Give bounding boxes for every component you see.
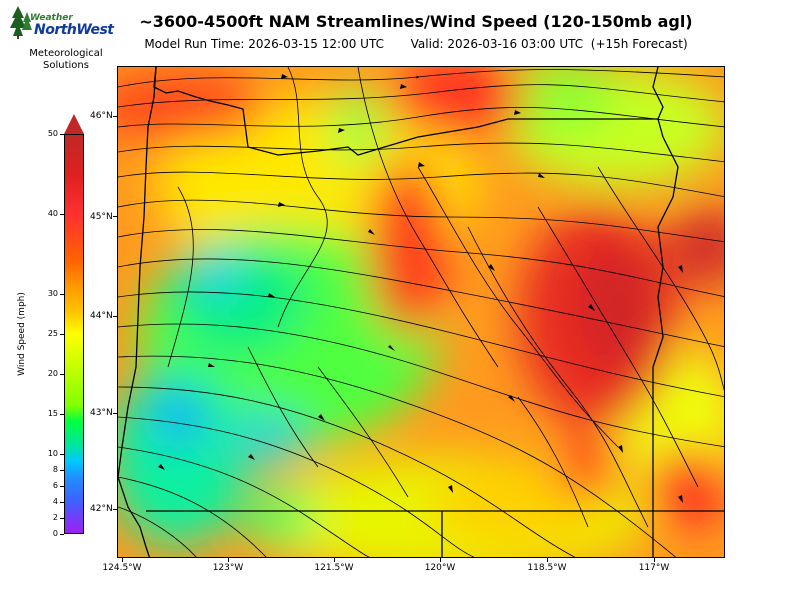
colorbar-extend-arrow <box>64 114 84 134</box>
lon-label: 117°W <box>638 563 670 573</box>
columbia-river-border <box>153 67 664 156</box>
colorbar-tickmark <box>60 414 64 415</box>
colorbar-tick: 2 <box>52 513 58 522</box>
streamlines <box>118 67 724 557</box>
lat-tick <box>113 216 117 217</box>
logo-wordmark: NorthWest <box>34 22 114 38</box>
idaho-border <box>652 118 679 511</box>
coastline <box>118 67 157 478</box>
lon-tick <box>547 558 548 562</box>
colorbar-tick: 4 <box>52 497 58 506</box>
lon-tick <box>122 558 123 562</box>
colorbar-tick: 8 <box>52 465 58 474</box>
lat-tick <box>113 413 117 414</box>
colorbar-tickmark <box>60 470 64 471</box>
lat-label: 44°N <box>90 311 113 321</box>
lat-tick <box>113 316 117 317</box>
coastline-south <box>118 476 151 557</box>
colorbar-tickmark <box>60 374 64 375</box>
colorbar-tickmark <box>60 214 64 215</box>
wind-speed-map <box>117 66 725 558</box>
lon-tick <box>228 558 229 562</box>
colorbar-tickmark <box>60 534 64 535</box>
lon-label: 118.5°W <box>527 563 567 573</box>
lat-tick <box>113 116 117 117</box>
lon-label: 123°W <box>212 563 244 573</box>
colorbar-tick: 6 <box>52 481 58 490</box>
colorbar-tickmark <box>60 502 64 503</box>
lon-label: 120°W <box>424 563 456 573</box>
colorbar-tick: 30 <box>47 289 58 298</box>
lat-tick <box>113 509 117 510</box>
lat-label: 43°N <box>90 408 113 418</box>
logo-subtitle-line2: Solutions <box>43 60 89 71</box>
evergreen-trees-icon <box>10 6 32 39</box>
colorbar-tickmark <box>60 294 64 295</box>
map-title: ~3600-4500ft NAM Streamlines/Wind Speed … <box>139 12 693 31</box>
lon-label: 121.5°W <box>314 563 354 573</box>
colorbar-tick: 10 <box>47 449 58 458</box>
colorbar-tick: 20 <box>47 369 58 378</box>
colorbar-tickmark <box>60 518 64 519</box>
colorbar-tickmark <box>60 334 64 335</box>
colorbar-tickmark <box>60 454 64 455</box>
lon-tick <box>440 558 441 562</box>
lat-label: 42°N <box>90 504 113 514</box>
colorbar-tick: 15 <box>47 409 58 418</box>
colorbar-tick: 50 <box>47 129 58 138</box>
colorbar-tick: 40 <box>47 209 58 218</box>
colorbar-tick: 25 <box>47 329 58 338</box>
lon-label: 124.5°W <box>102 563 142 573</box>
logo-subtitle-line1: Meteorological <box>29 48 103 59</box>
boundaries <box>118 67 724 557</box>
colorbar-label: Wind Speed (mph) <box>17 292 27 376</box>
lon-tick <box>654 558 655 562</box>
map-canvas <box>118 67 724 557</box>
colorbar-tick: 0 <box>52 529 58 538</box>
logo: Weather NorthWest Meteorological Solutio… <box>8 4 114 71</box>
logo-tagline: Weather <box>30 13 73 23</box>
streamline-arrows <box>158 74 683 503</box>
lon-tick <box>334 558 335 562</box>
colorbar-tickmark <box>60 134 64 135</box>
colorbar-tickmark <box>60 486 64 487</box>
lat-label: 46°N <box>90 111 113 121</box>
map-subtitle: Model Run Time: 2026-03-15 12:00 UTC Val… <box>144 37 688 51</box>
colorbar <box>64 134 84 534</box>
lat-label: 45°N <box>90 212 113 222</box>
